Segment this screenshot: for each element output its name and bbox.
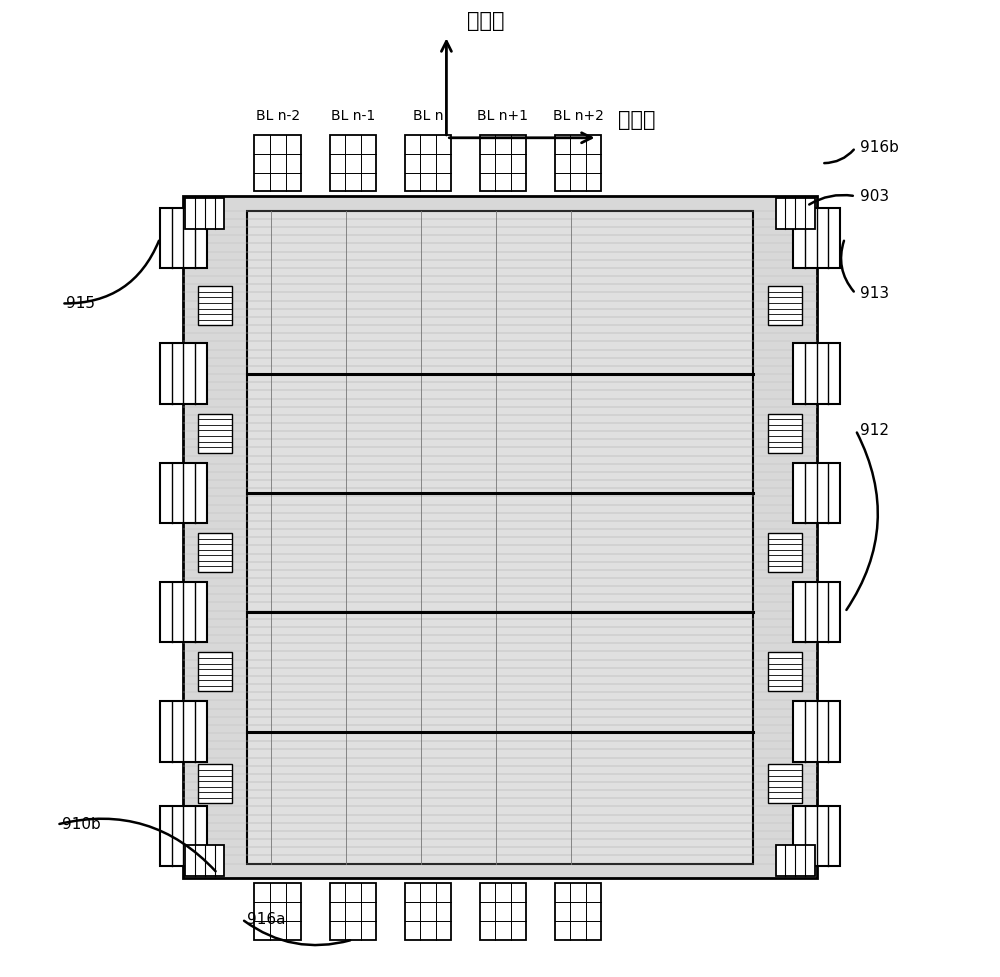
Bar xyxy=(793,463,840,523)
Bar xyxy=(793,806,840,867)
Text: BL n: BL n xyxy=(413,109,443,123)
Bar xyxy=(480,883,526,940)
Bar xyxy=(330,135,376,191)
Bar xyxy=(160,806,207,867)
Text: 903: 903 xyxy=(860,189,890,204)
Bar xyxy=(254,883,301,940)
Bar xyxy=(160,343,207,404)
Bar xyxy=(793,208,840,269)
Bar xyxy=(405,883,451,940)
Bar xyxy=(776,845,815,876)
Text: BL n+1: BL n+1 xyxy=(477,109,528,123)
Bar xyxy=(185,845,224,876)
Bar xyxy=(776,198,815,230)
Text: 916b: 916b xyxy=(860,140,899,155)
Bar xyxy=(405,135,451,191)
Bar xyxy=(160,582,207,643)
Text: 915: 915 xyxy=(66,296,95,311)
Text: 列方向: 列方向 xyxy=(467,11,504,30)
Bar xyxy=(185,198,224,230)
Bar xyxy=(555,883,601,940)
Bar xyxy=(480,135,526,191)
Bar xyxy=(183,196,817,878)
Text: 912: 912 xyxy=(860,422,889,438)
Bar xyxy=(160,208,207,269)
Bar xyxy=(793,582,840,643)
Bar xyxy=(198,764,232,803)
Bar xyxy=(198,653,232,692)
Bar xyxy=(768,653,802,692)
Bar xyxy=(555,135,601,191)
Text: BL n+2: BL n+2 xyxy=(553,109,603,123)
Text: 行方向: 行方向 xyxy=(618,110,655,130)
Bar xyxy=(198,413,232,452)
Bar xyxy=(793,343,840,404)
Bar xyxy=(198,533,232,573)
Bar xyxy=(160,463,207,523)
Bar xyxy=(254,135,301,191)
Text: 913: 913 xyxy=(860,286,890,301)
Bar xyxy=(198,286,232,325)
Text: 910b: 910b xyxy=(62,817,100,832)
Bar xyxy=(160,701,207,762)
Text: 916a: 916a xyxy=(247,912,285,926)
Bar xyxy=(247,211,753,864)
Bar xyxy=(768,533,802,573)
Bar xyxy=(768,413,802,452)
Text: BL n-1: BL n-1 xyxy=(331,109,375,123)
Text: BL n-2: BL n-2 xyxy=(256,109,300,123)
Bar xyxy=(768,764,802,803)
Bar xyxy=(793,701,840,762)
Bar xyxy=(330,883,376,940)
Bar xyxy=(768,286,802,325)
